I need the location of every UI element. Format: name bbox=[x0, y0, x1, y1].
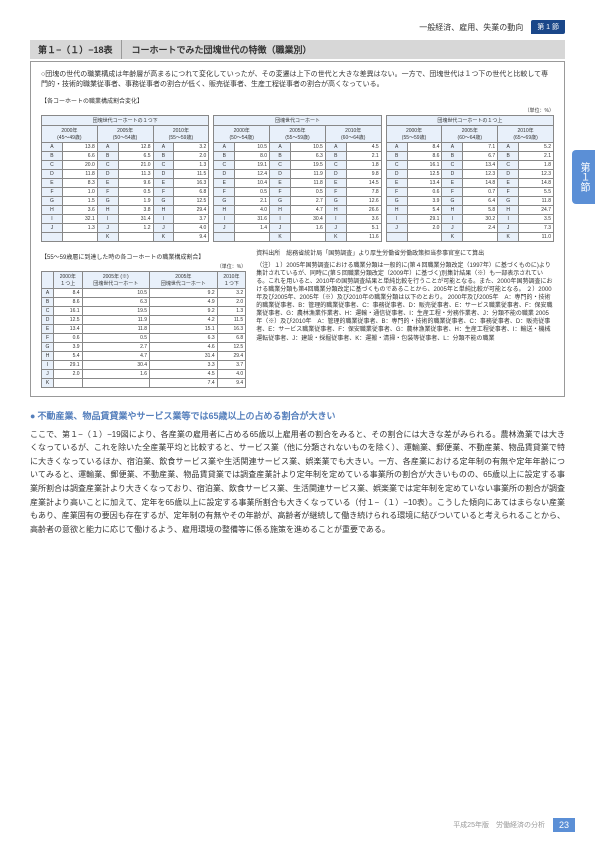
bottom-table: 2000年１つ上2005年 (※)団塊世代コーホート2005年団塊世代コーホート… bbox=[41, 271, 246, 388]
notes: 資料出所 総務省統計局「国勢調査」より厚生労働省労働政策担当参事官室にて算出 （… bbox=[256, 250, 554, 388]
side-tab: 第１節 bbox=[572, 150, 595, 204]
lead-text: ○団塊の世代の職業構成は年齢層が高まるにつれて変化していったが、その変遷は上下の… bbox=[41, 70, 554, 90]
page-number: 23 bbox=[553, 818, 575, 832]
table-number: 第１−（１）−18表 bbox=[30, 40, 122, 59]
header-text: 一般経済、雇用、失業の動向 bbox=[419, 22, 523, 33]
unit-2: （単位：%） bbox=[41, 263, 246, 270]
header-tag: 第 1 節 bbox=[531, 20, 565, 34]
unit-1: （単位：%） bbox=[41, 107, 554, 114]
top-tables: 団塊世代コーホートの１つ下2000年(45〜49歳)2005年(50〜54歳)2… bbox=[41, 115, 554, 242]
section-heading: 不動産業、物品賃貸業やサービス業等では65歳以上の占める割合が大きい bbox=[30, 409, 565, 422]
main-box: ○団塊の世代の職業構成は年齢層が高まるにつれて変化していったが、その変遷は上下の… bbox=[30, 61, 565, 397]
table-title: コーホートでみた団塊世代の特徴（職業別） bbox=[122, 40, 565, 59]
footer-text: 平成25年版 労働経済の分析 bbox=[453, 820, 545, 830]
sub-label-2: 【55〜59歳層に到達した時の各コーホートの職業構成割合】 bbox=[41, 252, 246, 261]
sub-label-1: 【各コーホートの職業構成割合変化】 bbox=[41, 96, 554, 105]
body-text: ここで、第１−（１）−19図により、各産業の雇用者に占める65歳以上雇用者の割合… bbox=[30, 428, 565, 537]
